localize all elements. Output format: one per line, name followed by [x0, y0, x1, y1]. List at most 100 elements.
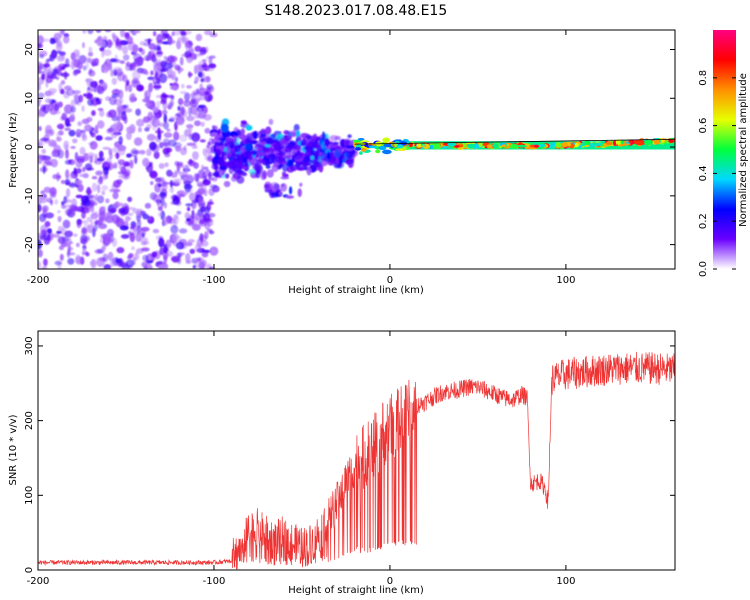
scatter-blob [211, 177, 218, 182]
noise-blob [193, 138, 197, 148]
noise-blob [125, 259, 135, 268]
noise-blob [91, 182, 98, 192]
noise-blob [144, 127, 150, 132]
scatter-blob [343, 139, 347, 146]
noise-blob [38, 43, 43, 49]
carrier-blob [550, 142, 558, 147]
noise-blob [70, 52, 76, 61]
noise-blob [68, 173, 75, 180]
carrier-blob [533, 144, 539, 148]
noise-blob [167, 35, 173, 46]
noise-blob [152, 30, 157, 37]
noise-blob [102, 173, 107, 181]
noise-blob [184, 92, 191, 101]
snr-ticks: -200 -100 0 100 0 100 200 300 [24, 331, 675, 587]
noise-blob [70, 99, 76, 107]
scatter-blob [212, 185, 220, 193]
noise-blob [40, 104, 46, 112]
noise-blob [111, 32, 116, 38]
noise-blob [150, 70, 154, 76]
noise-blob [77, 183, 84, 193]
noise-blob [202, 78, 208, 83]
carrier-blob [375, 149, 381, 154]
y-tick-label: -10 [24, 188, 35, 204]
noise-blob [144, 202, 152, 209]
noise-blob [41, 266, 48, 269]
noise-blob [122, 45, 129, 55]
noise-blob [82, 251, 86, 256]
noise-blob [78, 173, 86, 178]
noise-blob [64, 118, 70, 127]
noise-blob [194, 243, 202, 253]
noise-blob [192, 223, 201, 231]
carrier-blob [517, 144, 527, 148]
scatter-blob [241, 152, 247, 158]
noise-blob [38, 109, 41, 118]
carrier-blob [486, 144, 493, 149]
noise-blob [203, 206, 210, 215]
noise-blob [144, 103, 152, 107]
noise-blob [166, 128, 171, 132]
noise-blob [147, 111, 154, 121]
noise-blob [38, 213, 47, 223]
carrier-blob [672, 137, 675, 142]
noise-blob [99, 47, 105, 52]
noise-blob [206, 144, 211, 149]
noise-blob [38, 139, 44, 149]
x-tick-label: -200 [27, 576, 50, 587]
noise-blob [58, 101, 63, 108]
scatter-blob [211, 163, 219, 170]
noise-blob [161, 109, 168, 115]
y-tick-label: -20 [24, 236, 35, 252]
noise-blob [75, 179, 83, 186]
noise-blob [125, 131, 132, 141]
noise-blob [162, 32, 167, 40]
noise-blob [176, 210, 182, 215]
y-tick-label: 0 [24, 144, 35, 150]
noise-blob [48, 196, 53, 201]
carrier-blob [555, 142, 562, 148]
noise-blob [75, 255, 83, 265]
noise-blob [188, 192, 196, 201]
noise-blob [120, 234, 130, 239]
colorbar-label: Normalized spectral amplitude [738, 73, 749, 227]
noise-blob [163, 55, 167, 60]
noise-blob [132, 70, 141, 80]
scatter-blob [265, 164, 271, 169]
noise-blob [192, 151, 199, 160]
scatter-blob [297, 188, 302, 198]
noise-blob [189, 104, 198, 115]
noise-blob [44, 129, 53, 137]
carrier-blob [357, 137, 365, 141]
scatter-blob [306, 167, 312, 176]
noise-blob [72, 70, 78, 76]
noise-blob [67, 258, 75, 265]
noise-blob [189, 99, 199, 108]
noise-blob [97, 120, 105, 129]
noise-blob [164, 62, 173, 69]
scatter-blob [314, 139, 319, 146]
carrier-blob [383, 143, 393, 148]
noise-blob [183, 99, 191, 107]
noise-blob [60, 180, 65, 185]
noise-blob [90, 87, 96, 92]
scatter-blob [280, 183, 288, 192]
noise-blob [126, 126, 135, 134]
scatter-blob [252, 164, 261, 171]
noise-blob [95, 135, 103, 141]
colorbar-tick-label: 0.0 [698, 261, 709, 277]
carrier-blob [613, 140, 617, 146]
noise-blob [174, 64, 180, 71]
noise-blob [199, 52, 206, 56]
noise-blob [179, 56, 184, 66]
noise-blob [40, 194, 48, 200]
noise-blob [45, 58, 50, 68]
carrier-blob [595, 142, 602, 146]
noise-blob [122, 54, 130, 61]
noise-blob [96, 85, 102, 94]
noise-blob [116, 112, 121, 123]
scatter-blob [310, 163, 315, 170]
noise-blob [76, 61, 83, 70]
noise-blob [93, 86, 98, 93]
